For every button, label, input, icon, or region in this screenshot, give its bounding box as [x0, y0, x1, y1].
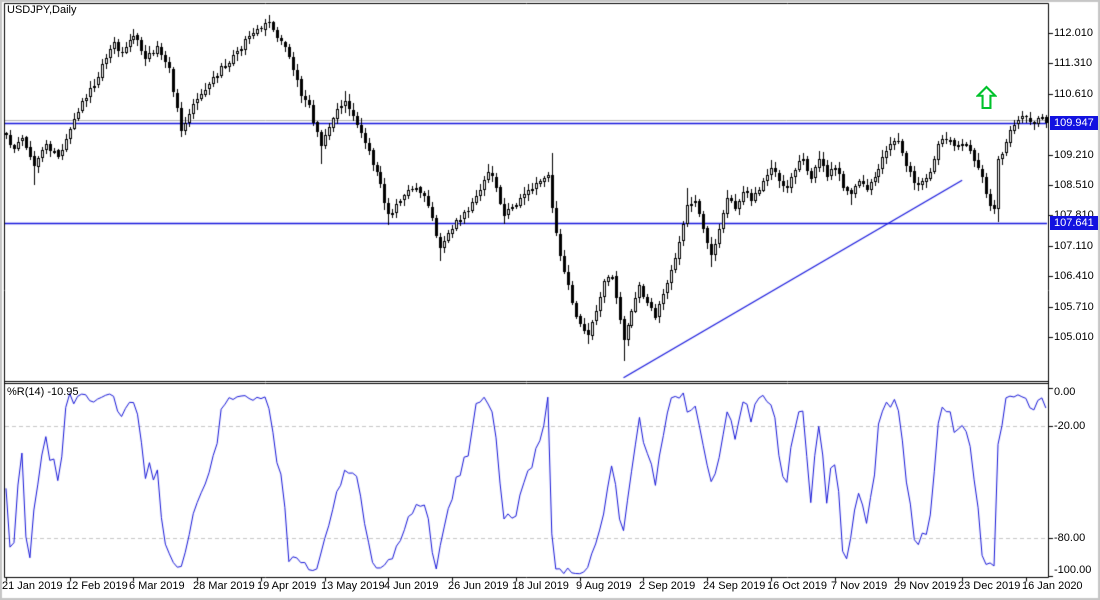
time-tick-label: 16 Jan 2020	[1022, 580, 1083, 592]
price-tick-label: 105.010	[1054, 331, 1094, 343]
symbol-timeframe-label: USDJPY,Daily	[7, 4, 77, 16]
price-tick-label: 105.710	[1054, 301, 1094, 313]
time-tick-label: 13 May 2019	[321, 580, 385, 592]
price-tick-label: 106.410	[1054, 270, 1094, 282]
time-tick-label: 16 Oct 2019	[767, 580, 827, 592]
indicator-tick-label: -20.00	[1054, 420, 1086, 432]
time-tick-label: 18 Jul 2019	[512, 580, 569, 592]
indicator-tick-label: 0.00	[1054, 386, 1076, 398]
time-tick-label: 26 Jun 2019	[448, 580, 509, 592]
time-tick-label: 6 Mar 2019	[129, 580, 185, 592]
level-price-badge: 107.641	[1050, 216, 1098, 230]
up-arrow-icon[interactable]	[976, 85, 997, 110]
time-tick-label: 29 Nov 2019	[894, 580, 957, 592]
time-tick-label: 28 Mar 2019	[193, 580, 255, 592]
price-tick-label: 108.510	[1054, 179, 1094, 191]
time-tick-label: 12 Feb 2019	[66, 580, 128, 592]
time-tick-label: 9 Aug 2019	[576, 580, 632, 592]
time-tick-label: 2 Sep 2019	[639, 580, 696, 592]
time-tick-label: 7 Nov 2019	[831, 580, 888, 592]
bid-price-badge: 109.947	[1050, 116, 1098, 130]
price-tick-label: 110.610	[1054, 88, 1093, 100]
time-tick-label: 23 Dec 2019	[958, 580, 1021, 592]
price-tick-label: 112.010	[1054, 27, 1093, 39]
time-tick-label: 24 Sep 2019	[703, 580, 766, 592]
indicator-label: %R(14) -10.95	[7, 386, 79, 398]
price-tick-label: 107.110	[1054, 240, 1093, 252]
indicator-tick-label: -100.00	[1054, 564, 1092, 576]
price-tick-label: 111.310	[1054, 57, 1093, 69]
time-tick-label: 4 Jun 2019	[384, 580, 439, 592]
time-tick-label: 21 Jan 2019	[2, 580, 63, 592]
price-tick-label: 109.210	[1054, 149, 1094, 161]
time-tick-label: 19 Apr 2019	[257, 580, 317, 592]
indicator-tick-label: -80.00	[1054, 532, 1086, 544]
